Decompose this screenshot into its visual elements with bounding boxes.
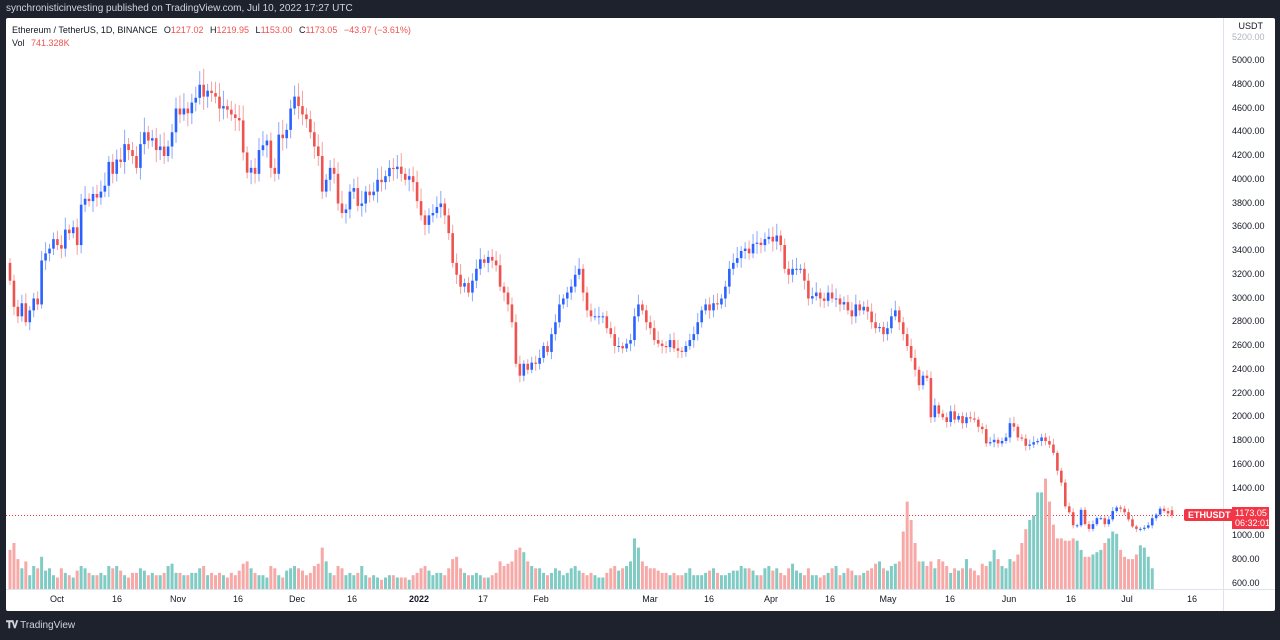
price-axis-label: 3000.00 — [1232, 292, 1265, 303]
close-value: C1173.05 — [298, 25, 338, 35]
last-price-tag: 1173.05 06:32:01 — [1232, 507, 1271, 529]
price-axis-label: 3400.00 — [1232, 245, 1265, 255]
price-axis-label: 600.00 — [1232, 577, 1260, 588]
volume-label: Vol — [12, 38, 25, 48]
publisher-bar: synchronisticinvesting published on Trad… — [6, 3, 353, 14]
price-axis-label: 2800.00 — [1232, 316, 1265, 327]
time-axis-label: 16 — [824, 594, 836, 604]
time-axis-label: Nov — [169, 594, 187, 604]
price-axis-label: 4200.00 — [1232, 150, 1265, 160]
price-axis-currency: USDT — [1238, 21, 1264, 31]
time-axis-label: 17 — [477, 594, 489, 604]
price-axis-label: 3200.00 — [1232, 268, 1265, 279]
time-axis-label: 16 — [703, 594, 715, 604]
time-axis-label: Apr — [763, 594, 779, 604]
price-axis-label: 1000.00 — [1232, 530, 1265, 540]
time-axis-label: 16 — [1186, 594, 1198, 604]
price-axis-label: 5000.00 — [1232, 55, 1265, 65]
time-axis-label: 16 — [346, 594, 358, 604]
price-axis-label: 1600.00 — [1232, 458, 1265, 469]
volume-value: 741.328K — [31, 38, 70, 48]
time-axis-label: Oct — [49, 594, 65, 604]
price-axis-label: 4800.00 — [1232, 78, 1265, 89]
time-axis-label: 16 — [111, 594, 123, 604]
price-axis-label: 1800.00 — [1232, 435, 1265, 445]
tv-logo-icon: 𝐓𝐕 — [6, 620, 18, 631]
price-axis-label: 3800.00 — [1232, 197, 1265, 208]
time-axis-label: 16 — [944, 594, 956, 604]
price-axis-label: 4400.00 — [1232, 126, 1265, 137]
price-axis-label: 4600.00 — [1232, 102, 1265, 113]
price-axis-label: 2200.00 — [1232, 387, 1265, 398]
change-value: −43.97 (−3.61%) — [343, 25, 411, 35]
price-axis-label: 5200.00 — [1232, 32, 1265, 42]
low-value: L1153.00 — [255, 25, 293, 35]
time-axis-divider — [6, 589, 1275, 590]
time-axis-label: Mar — [642, 594, 658, 604]
last-price: 1173.05 — [1235, 508, 1267, 518]
time-axis-label: Dec — [288, 594, 306, 604]
chart-legend: Ethereum / TetherUS, 1D, BINANCE O1217.0… — [12, 24, 415, 50]
price-axis-divider — [1223, 18, 1224, 611]
bar-countdown: 06:32:01 — [1235, 518, 1271, 528]
footer-brand[interactable]: 𝐓𝐕 TradingView — [6, 620, 75, 631]
price-axis-label: 4000.00 — [1232, 173, 1265, 184]
time-axis-label: Jul — [1121, 594, 1133, 604]
time-axis-label: 16 — [232, 594, 244, 604]
time-axis-label: Jun — [1001, 594, 1017, 604]
time-axis-label: 2022 — [408, 594, 430, 604]
price-axis-label: 2000.00 — [1232, 411, 1265, 422]
brand-name: TradingView — [20, 620, 76, 631]
time-axis-label: May — [879, 594, 897, 604]
candlestick-chart[interactable] — [6, 18, 1223, 589]
price-axis-label: 800.00 — [1232, 553, 1260, 564]
open-value: O1217.02 — [163, 25, 204, 35]
price-axis-label: 3600.00 — [1232, 221, 1265, 232]
chart-panel[interactable]: Ethereum / TetherUS, 1D, BINANCE O1217.0… — [6, 18, 1275, 611]
symbol-price-tag: ETHUSDT — [1184, 509, 1235, 521]
price-axis-label: 1400.00 — [1232, 482, 1265, 493]
high-value: H1219.95 — [209, 25, 250, 35]
volume-row: Vol 741.328K — [12, 37, 415, 50]
ohlc-row: Ethereum / TetherUS, 1D, BINANCE O1217.0… — [12, 24, 415, 37]
price-axis-label: 2600.00 — [1232, 340, 1265, 350]
price-axis-label: 2400.00 — [1232, 363, 1265, 374]
time-axis-label: 16 — [1065, 594, 1077, 604]
symbol-title[interactable]: Ethereum / TetherUS, 1D, BINANCE — [12, 25, 158, 35]
time-axis-label: Feb — [533, 594, 549, 604]
